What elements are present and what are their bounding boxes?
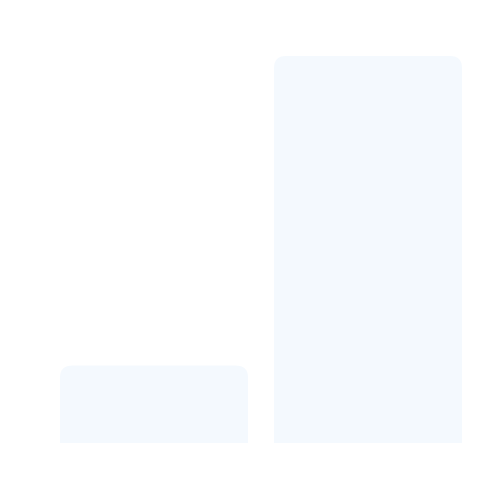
bar-2 [274,56,462,443]
bar-1 [60,365,248,443]
